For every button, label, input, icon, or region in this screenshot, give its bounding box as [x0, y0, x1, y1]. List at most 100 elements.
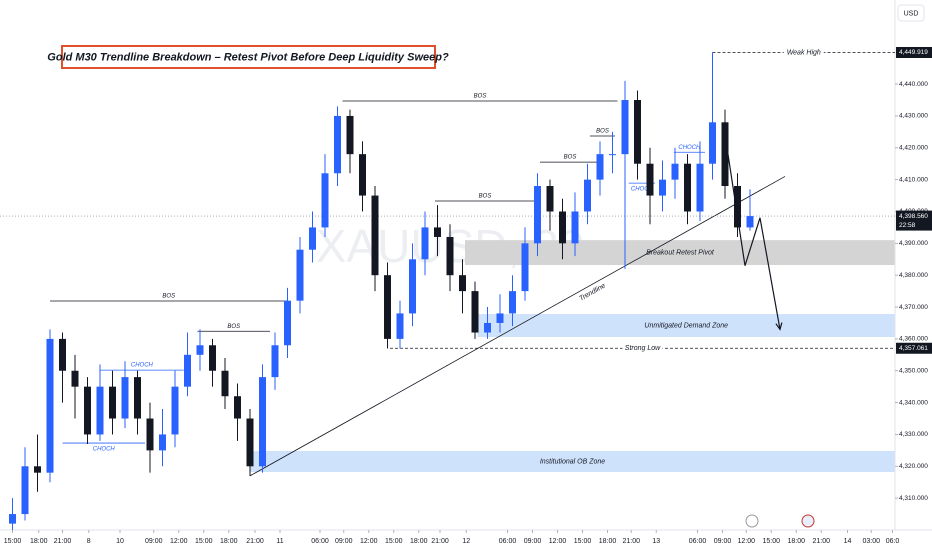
candle-body	[134, 377, 141, 419]
candle-body	[296, 249, 304, 301]
candle-body	[59, 338, 66, 371]
x-tick-label: 12	[462, 538, 470, 545]
zone-label: Breakout Retest Pivot	[646, 249, 715, 256]
candle-body	[571, 211, 579, 244]
x-tick-label: 14	[844, 538, 852, 545]
y-tick-label: 4,320.000	[899, 463, 928, 470]
candle-body	[259, 377, 266, 467]
y-tick-label: 4,370.000	[899, 304, 928, 311]
candle-body	[271, 345, 279, 378]
candle-body	[521, 243, 529, 292]
flag-icon[interactable]	[801, 514, 815, 528]
x-tick-label: 15:00	[195, 538, 213, 545]
candle-body	[321, 173, 329, 228]
candle-body	[209, 345, 216, 371]
candle-body	[596, 154, 604, 180]
y-tick-label: 4,350.000	[899, 367, 928, 374]
x-tick-label: 15:00	[574, 538, 592, 545]
structure-label: BOS	[162, 294, 175, 300]
structure-label: BOS	[474, 94, 487, 100]
candle-body	[446, 236, 454, 276]
x-tick-label: 09:00	[335, 538, 353, 545]
x-tick-label: 18:00	[220, 538, 238, 545]
structure-label: CHOCH	[131, 363, 154, 369]
zone-label: Unmitigated Demand Zone	[644, 322, 728, 329]
x-tick-label: 18:00	[410, 538, 428, 545]
structure-label: BOS	[479, 194, 492, 200]
y-tick-label: 4,440.000	[899, 81, 928, 88]
title-box	[61, 45, 436, 69]
y-tick-label: 4,340.000	[899, 399, 928, 406]
candle-body	[509, 291, 516, 314]
candle-body	[146, 418, 154, 451]
candle-body	[621, 100, 629, 155]
candle-body	[384, 275, 391, 339]
structure-label: CHOCH	[631, 187, 654, 193]
projection-arrowhead	[775, 322, 783, 331]
y-tick-label: 4,380.000	[899, 272, 928, 279]
x-tick-label: 18:00	[599, 538, 617, 545]
y-tick-label: 4,390.000	[899, 240, 928, 247]
price-tag-label: 4,398.560	[899, 213, 928, 220]
y-tick-label: 4,430.000	[899, 113, 928, 120]
zone	[250, 451, 895, 473]
candle-body	[309, 227, 316, 250]
candle-body	[546, 186, 554, 212]
x-tick-label: 06:00	[311, 538, 329, 545]
candle-body	[371, 195, 379, 276]
y-tick-label: 4,410.000	[899, 176, 928, 183]
price-tag	[896, 342, 932, 354]
trendline	[249, 176, 786, 477]
projection-path	[726, 150, 781, 330]
level-label: Weak High	[787, 49, 821, 56]
x-tick-label: 09:00	[524, 538, 542, 545]
y-tick-label: 4,330.000	[899, 431, 928, 438]
candle-body	[234, 396, 241, 419]
candle-body	[696, 163, 704, 212]
structure-label: BOS	[227, 324, 240, 330]
price-tag-label: 4,357.061	[899, 345, 928, 352]
candle-body	[459, 275, 466, 292]
zone-label: Institutional OB Zone	[540, 458, 605, 465]
candle-body	[221, 370, 229, 397]
candle-body	[46, 338, 54, 473]
candle-body	[159, 434, 166, 451]
candle-body	[421, 227, 429, 260]
level-label: Strong Low	[625, 345, 661, 352]
x-tick-label: 8	[87, 538, 91, 545]
candle-body	[584, 179, 591, 212]
candle-body	[659, 179, 666, 196]
price-countdown: 22:58	[899, 222, 916, 229]
zone	[477, 314, 895, 337]
x-tick-label: 21:00	[246, 538, 264, 545]
price-tag-label: 4,449.919	[899, 49, 928, 56]
currency-box[interactable]	[897, 4, 925, 22]
x-tick-label: 03:00	[862, 538, 880, 545]
candle-body	[609, 154, 616, 156]
x-tick-label: 18:00	[30, 538, 48, 545]
candle-body	[734, 186, 741, 228]
zone	[465, 240, 895, 265]
x-tick-label: 06:00	[689, 538, 707, 545]
candle-body	[71, 370, 79, 387]
candle-body	[534, 186, 541, 244]
candle-body	[171, 386, 179, 435]
x-tick-label: 11	[276, 538, 283, 545]
currency[interactable]: USD	[904, 10, 919, 17]
candle-body	[346, 115, 354, 155]
candle-body	[9, 514, 16, 524]
candle-body	[396, 313, 404, 339]
candle-body	[409, 259, 416, 314]
x-tick-label: 13	[652, 538, 660, 545]
structure-label: CHOCH	[678, 145, 701, 151]
x-tick-label: 12:00	[737, 538, 755, 545]
price-tag	[896, 210, 932, 231]
event-icon[interactable]	[745, 514, 759, 528]
x-tick-label: 21:00	[54, 538, 72, 545]
x-tick-label: 12:00	[360, 538, 378, 545]
structure-label: BOS	[564, 155, 577, 161]
x-tick-label: 10	[116, 538, 124, 545]
candle-body	[484, 322, 491, 333]
